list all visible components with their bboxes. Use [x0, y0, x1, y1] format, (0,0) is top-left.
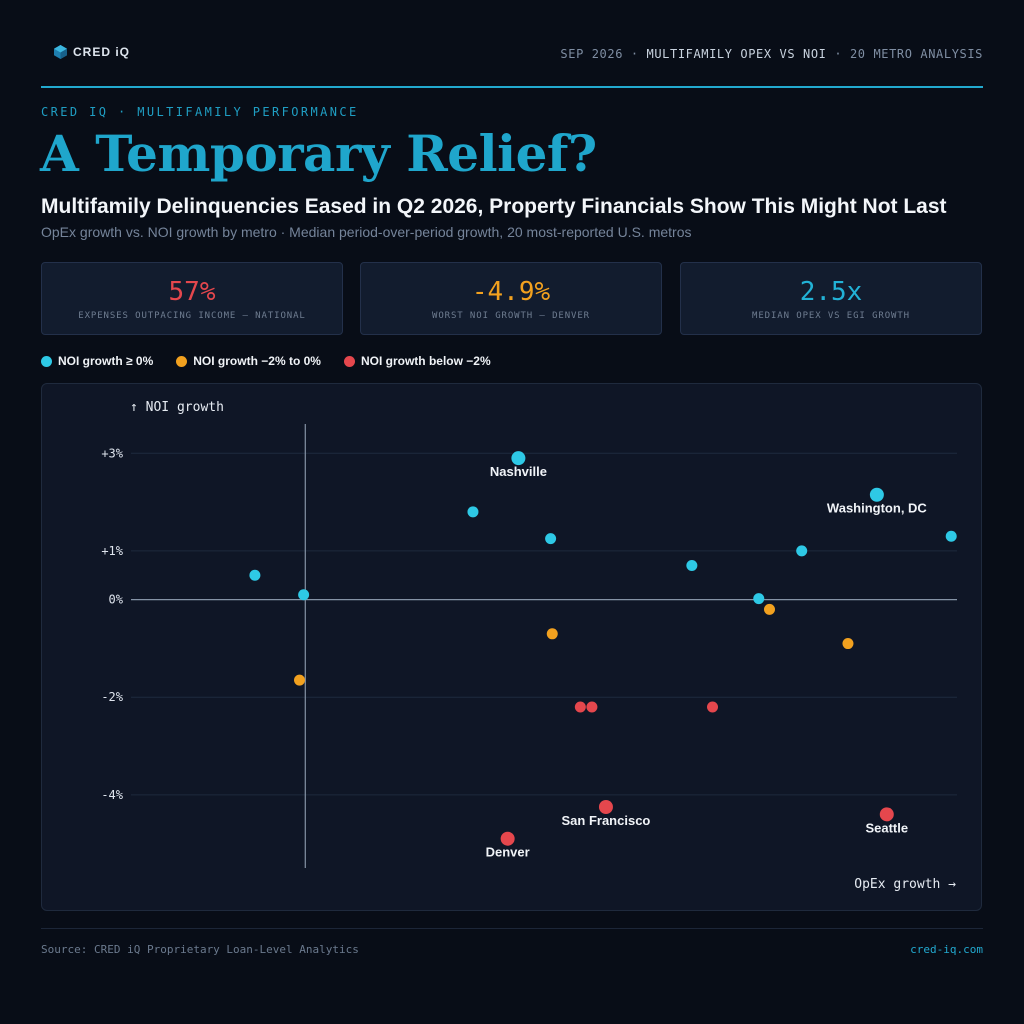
kicker: CRED IQ · MULTIFAMILY PERFORMANCE	[41, 105, 359, 119]
meta-separator: ·	[834, 47, 843, 61]
metro-point	[707, 701, 719, 713]
legend-label: NOI growth ≥ 0%	[58, 354, 154, 368]
metro-label: Washington, DC	[827, 501, 928, 516]
y-tick-label: -2%	[101, 690, 123, 704]
y-tick-label: +3%	[101, 446, 123, 460]
cube-logo-icon	[54, 45, 67, 59]
metro-point	[686, 559, 698, 571]
meta-separator: ·	[630, 47, 639, 61]
header-divider	[41, 86, 983, 88]
y-tick-label: +1%	[101, 544, 123, 558]
report-meta: SEP 2026 · MULTIFAMILY OPEX VS NOI · 20 …	[560, 47, 983, 61]
site-link[interactable]: cred-iq.com	[910, 943, 983, 956]
metro-point	[586, 701, 598, 713]
metro-point	[546, 628, 558, 640]
kpi-label: MEDIAN OPEX VS EGI GROWTH	[752, 311, 910, 321]
metro-label: San Francisco	[562, 813, 651, 828]
page-title: A Temporary Relief?	[40, 124, 597, 183]
scatter-chart-panel: +3% +1% 0% -2% -4% ↑ NOI growth OpEx growth → N…	[41, 383, 982, 911]
top-bar: CRED iQ SEP 2026 · MULTIFAMILY OPEX VS N…	[41, 40, 983, 70]
metro-point	[298, 589, 310, 601]
metro-point	[753, 593, 765, 605]
metro-point	[945, 530, 957, 542]
y-axis-label: ↑ NOI growth	[130, 400, 224, 415]
metro-point	[796, 545, 808, 557]
legend-label: NOI growth −2% to 0%	[193, 354, 321, 368]
legend-dot	[176, 355, 188, 367]
metro-label: Denver	[486, 845, 530, 860]
kpi-value: 2.5x	[799, 277, 863, 307]
kpi-card-expenses: 57% EXPENSES OUTPACING INCOME — NATIONAL	[41, 262, 343, 335]
metro-point	[763, 603, 775, 615]
metro-label: Seattle	[865, 820, 908, 835]
kpi-card-opex-ratio: 2.5x MEDIAN OPEX VS EGI GROWTH	[680, 262, 982, 335]
x-axis-label: OpEx growth →	[854, 877, 956, 892]
metro-point	[467, 506, 479, 518]
metro-point-highlight	[869, 487, 884, 502]
source-note: Source: CRED iQ Proprietary Loan-Level A…	[41, 943, 359, 956]
metro-point-highlight	[598, 800, 613, 815]
metro-point	[574, 701, 586, 713]
metro-point	[545, 533, 557, 545]
metro-point	[294, 674, 306, 686]
kpi-label: EXPENSES OUTPACING INCOME — NATIONAL	[78, 311, 306, 321]
legend-item-positive: NOI growth ≥ 0%	[41, 354, 153, 368]
brand-logo[interactable]: CRED iQ	[54, 45, 130, 59]
kpi-value: -4.9%	[471, 277, 551, 307]
legend-label: NOI growth below −2%	[360, 354, 491, 368]
page-subtitle: Multifamily Delinquencies Eased in Q2 20…	[41, 195, 947, 218]
report-topic: MULTIFAMILY OPEX VS NOI	[646, 47, 827, 61]
metro-point	[842, 638, 854, 650]
legend-dot	[343, 355, 355, 367]
report-scope: 20 METRO ANALYSIS	[849, 47, 983, 61]
y-tick-label: -4%	[101, 788, 123, 802]
legend-item-negative: NOI growth below −2%	[343, 354, 491, 368]
legend-item-mild: NOI growth −2% to 0%	[176, 354, 321, 368]
chart-description: OpEx growth vs. NOI growth by metro · Me…	[41, 224, 692, 240]
kpi-value: 57%	[168, 277, 216, 307]
metro-point-highlight	[500, 831, 515, 846]
footer-divider	[41, 928, 983, 929]
logo-text: CRED iQ	[73, 45, 131, 59]
scatter-chart: +3% +1% 0% -2% -4% ↑ NOI growth OpEx growth → N…	[101, 400, 957, 892]
chart-legend: NOI growth ≥ 0% NOI growth −2% to 0% NOI…	[41, 354, 491, 368]
kpi-label: WORST NOI GROWTH — DENVER	[432, 311, 590, 321]
y-tick-label: 0%	[109, 593, 124, 607]
metro-point-highlight	[879, 807, 894, 822]
metro-label: Nashville	[490, 464, 547, 479]
legend-dot	[41, 355, 52, 367]
report-date: SEP 2026	[560, 47, 624, 61]
kpi-card-worst-noi: -4.9% WORST NOI GROWTH — DENVER	[360, 262, 662, 335]
metro-point	[249, 569, 261, 581]
metro-point-highlight	[511, 451, 526, 466]
